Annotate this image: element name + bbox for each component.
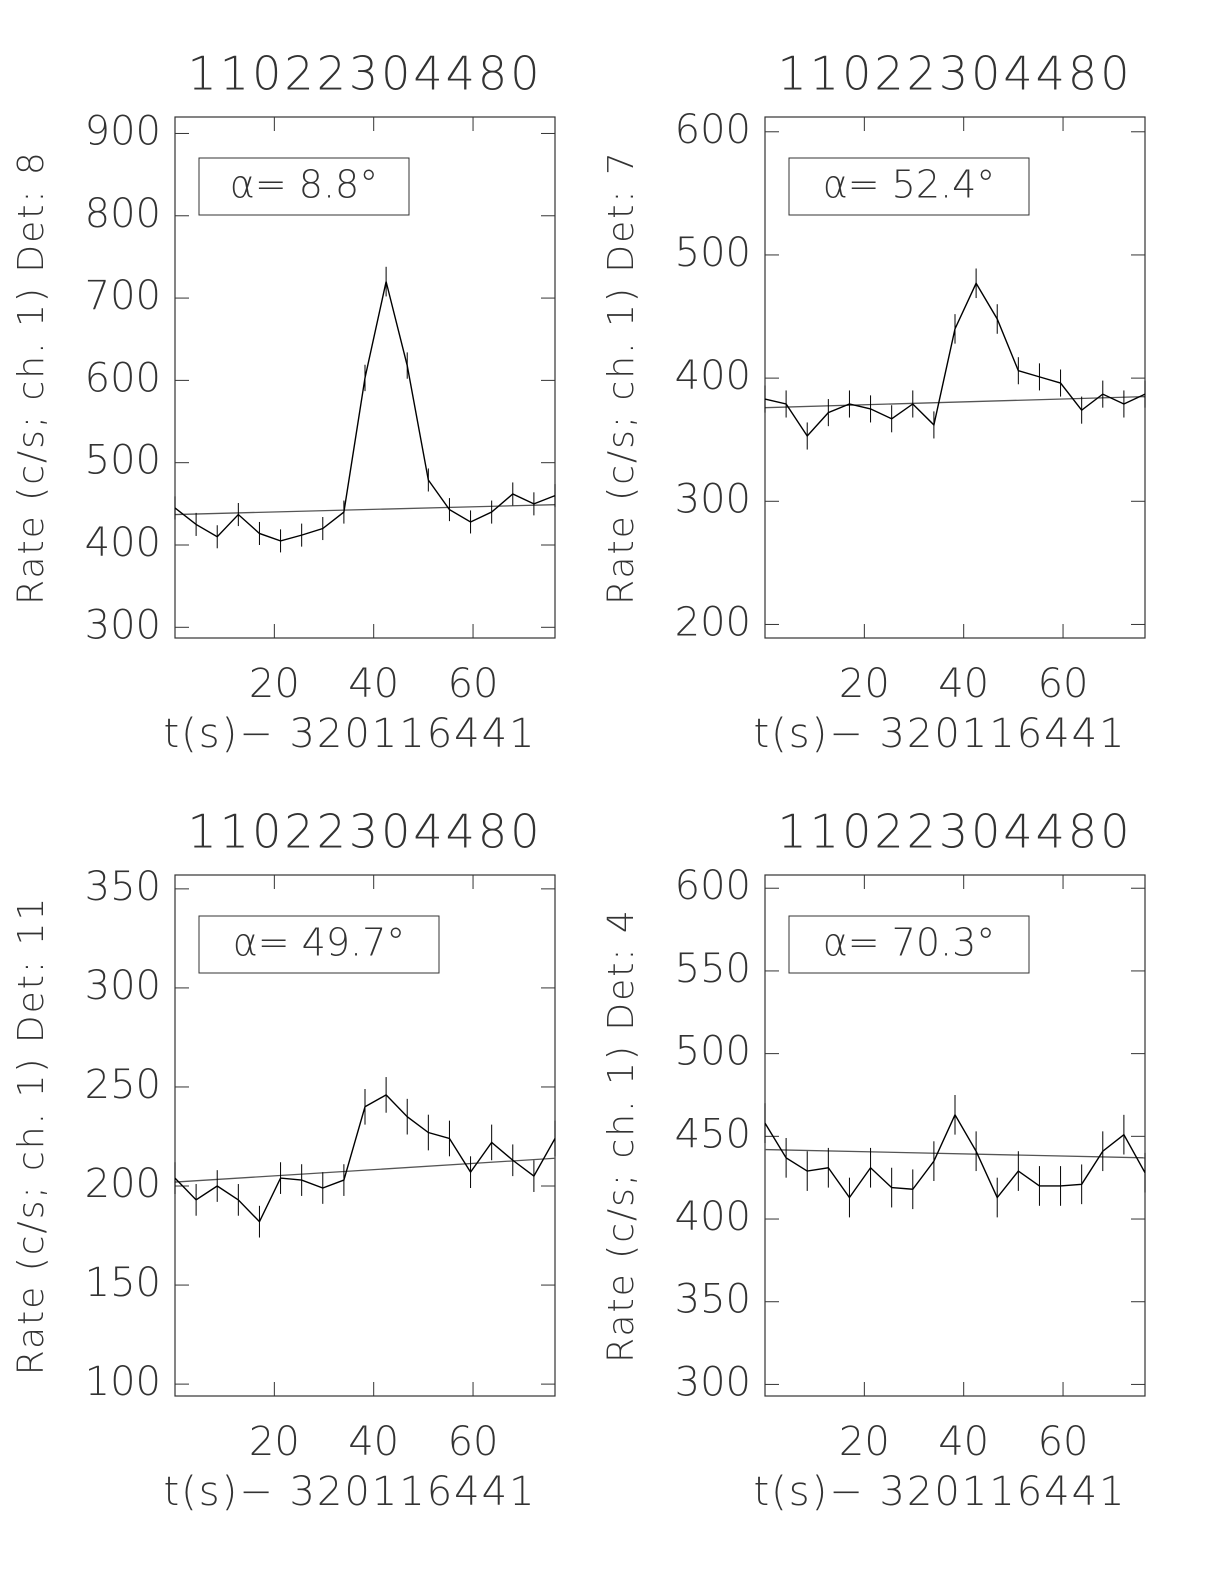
y-tick-label: 200 <box>675 599 751 645</box>
fit-line <box>174 1157 556 1183</box>
y-tick-label: 150 <box>85 1260 161 1306</box>
panel: 11022304480 100 150 200 250 300 350 20 40 60t(s)−… <box>11 805 556 1515</box>
y-tick-label: 500 <box>85 438 161 484</box>
annotation-box <box>198 915 440 974</box>
y-tick-label: 800 <box>85 191 161 237</box>
x-tick-label: 20 <box>839 1419 890 1465</box>
panel-title: 11022304480 <box>188 47 543 101</box>
y-tick-label: 300 <box>85 963 161 1009</box>
x-tick-label: 20 <box>839 661 890 707</box>
x-axis-label: t(s)− 320116441 <box>163 711 536 757</box>
y-tick-label: 300 <box>675 476 751 522</box>
y-tick-label: 400 <box>675 1194 751 1240</box>
x-tick-label: 60 <box>1038 1419 1089 1465</box>
panel: 11022304480 300 400 500 600 700 800 900 20 40 60t(… <box>11 47 556 757</box>
y-tick-label: 700 <box>85 273 161 319</box>
x-axis-label: t(s)− 320116441 <box>753 1469 1126 1515</box>
x-tick-label: 60 <box>1038 661 1089 707</box>
y-axis-label: Rate (c/s; ch. 1) Det: 11 <box>11 896 52 1376</box>
panel: 11022304480 200 300 400 500 600 20 40 60t(s)− 32… <box>601 47 1146 757</box>
data-line <box>174 281 556 542</box>
panel-title: 11022304480 <box>188 805 543 859</box>
y-tick-label: 550 <box>675 946 751 992</box>
y-tick-label: 100 <box>85 1359 161 1405</box>
y-tick-label: 250 <box>85 1062 161 1108</box>
annotation: α= 8.8° <box>230 163 378 207</box>
plot-frame <box>174 116 556 639</box>
y-tick-label: 400 <box>85 520 161 566</box>
x-tick-label: 40 <box>348 1419 399 1465</box>
annotation-box <box>788 915 1030 974</box>
panel-title: 11022304480 <box>778 805 1133 859</box>
y-tick-label: 300 <box>85 602 161 648</box>
x-tick-label: 60 <box>448 661 499 707</box>
y-tick-label: 450 <box>675 1111 751 1157</box>
y-axis-label: Rate (c/s; ch. 1) Det: 4 <box>601 908 642 1363</box>
x-tick-label: 40 <box>938 661 989 707</box>
y-tick-label: 500 <box>675 230 751 276</box>
x-tick-label: 20 <box>249 661 300 707</box>
data-line <box>174 1094 556 1223</box>
y-axis-label: Rate (c/s; ch. 1) Det: 7 <box>601 150 642 605</box>
panel: 11022304480 300 350 400 450 500 550 600 20 40 60t(… <box>601 805 1146 1515</box>
y-tick-label: 500 <box>675 1029 751 1075</box>
annotation-box <box>788 157 1030 216</box>
y-tick-label: 400 <box>675 353 751 399</box>
x-tick-label: 40 <box>348 661 399 707</box>
y-tick-label: 300 <box>675 1359 751 1405</box>
y-tick-label: 600 <box>675 107 751 153</box>
annotation: α= 70.3° <box>823 921 996 965</box>
x-tick-label: 40 <box>938 1419 989 1465</box>
y-tick-label: 350 <box>85 864 161 910</box>
annotation: α= 49.7° <box>233 921 406 965</box>
y-tick-label: 600 <box>675 863 751 909</box>
y-axis-label: Rate (c/s; ch. 1) Det: 8 <box>11 150 52 605</box>
fit-line <box>764 1148 1146 1159</box>
data-line <box>764 1113 1146 1199</box>
plot-frame <box>764 116 1146 639</box>
x-axis-label: t(s)− 320116441 <box>163 1469 536 1515</box>
y-tick-label: 900 <box>85 108 161 154</box>
data-line <box>764 281 1146 438</box>
y-tick-label: 200 <box>85 1161 161 1207</box>
x-axis-label: t(s)− 320116441 <box>753 711 1126 757</box>
x-tick-label: 60 <box>448 1419 499 1465</box>
annotation-box <box>198 157 410 216</box>
y-tick-label: 350 <box>675 1277 751 1323</box>
annotation: α= 52.4° <box>823 163 996 207</box>
y-tick-label: 600 <box>85 355 161 401</box>
x-tick-label: 20 <box>249 1419 300 1465</box>
panel-title: 11022304480 <box>778 47 1133 101</box>
